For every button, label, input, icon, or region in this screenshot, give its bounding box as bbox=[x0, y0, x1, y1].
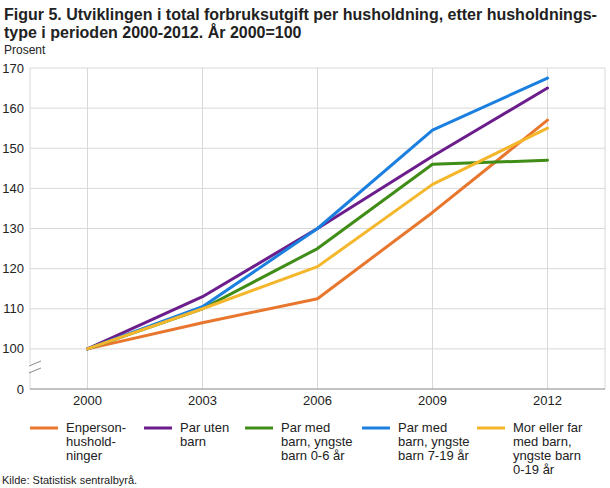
y-break-label: 0 bbox=[17, 382, 24, 397]
grid-line bbox=[202, 68, 203, 389]
legend-label: Par medbarn, yngstebarn 7-19 år bbox=[398, 420, 470, 463]
grid-line bbox=[432, 68, 433, 389]
y-tick-label: 140 bbox=[2, 181, 24, 196]
x-tick-label: 2000 bbox=[73, 393, 102, 408]
legend-swatch bbox=[477, 427, 505, 430]
series-line bbox=[88, 160, 548, 349]
axis-line bbox=[30, 68, 31, 389]
legend-label: Enperson-hushold-ninger bbox=[66, 420, 126, 463]
series-line bbox=[88, 88, 548, 349]
legend-label-line: Enperson- bbox=[66, 420, 126, 435]
legend-label-line: 0-19 år bbox=[513, 462, 555, 477]
y-axis-label: Prosent bbox=[4, 43, 46, 57]
x-tick-label: 2012 bbox=[533, 393, 562, 408]
y-tick-label: 110 bbox=[3, 301, 24, 316]
y-tick-label: 160 bbox=[2, 101, 24, 116]
legend-swatch bbox=[144, 427, 172, 430]
legend-label-line: Mor eller far bbox=[513, 420, 583, 435]
plot-area bbox=[88, 78, 548, 349]
legend-label-line: Par med bbox=[281, 420, 330, 435]
legend-label-line: med barn, bbox=[513, 434, 572, 449]
legend-label-line: Par med bbox=[398, 420, 447, 435]
legend-label-line: ninger bbox=[66, 448, 103, 463]
series-line bbox=[88, 78, 548, 349]
legend-label: Par medbarn, yngstebarn 0-6 år bbox=[281, 420, 353, 463]
legend-swatch bbox=[362, 427, 390, 430]
x-tick-label: 2006 bbox=[303, 393, 332, 408]
axis-break bbox=[29, 368, 41, 373]
grid-line bbox=[87, 68, 88, 389]
legend-label: Par utenbarn bbox=[180, 420, 229, 449]
legend-label-line: barn bbox=[180, 434, 206, 449]
y-tick-label: 100 bbox=[2, 341, 24, 356]
x-tick-label: 2009 bbox=[418, 393, 447, 408]
legend-label-line: hushold- bbox=[66, 434, 116, 449]
chart: Figur 5. Utviklingen i total forbruksutg… bbox=[0, 0, 610, 488]
y-tick-label: 120 bbox=[2, 261, 24, 276]
legend-label-line: barn, yngste bbox=[281, 434, 353, 449]
series-line bbox=[88, 128, 548, 349]
source: Kilde: Statistisk sentralbyrå. bbox=[2, 474, 137, 486]
axis-break bbox=[29, 361, 41, 366]
title: Figur 5. Utviklingen i total forbruksutg… bbox=[4, 6, 597, 41]
legend-label-line: yngste barn bbox=[513, 448, 581, 463]
legend-label-line: Par uten bbox=[180, 420, 229, 435]
y-tick-label: 150 bbox=[2, 141, 24, 156]
legend-label-line: barn, yngste bbox=[398, 434, 470, 449]
series-line bbox=[88, 120, 548, 349]
x-axis-line bbox=[30, 389, 605, 390]
grid-line bbox=[547, 68, 548, 389]
legend-swatch bbox=[30, 427, 58, 430]
y-tick-label: 170 bbox=[2, 61, 24, 76]
title-line: Figur 5. Utviklingen i total forbruksutg… bbox=[4, 6, 597, 23]
x-tick-label: 2003 bbox=[188, 393, 217, 408]
legend-label-line: barn 7-19 år bbox=[398, 448, 469, 463]
legend-label: Mor eller farmed barn,yngste barn0-19 år bbox=[513, 420, 583, 477]
legend-swatch bbox=[245, 427, 273, 430]
y-tick-label: 130 bbox=[2, 221, 24, 236]
legend-label-line: barn 0-6 år bbox=[281, 448, 345, 463]
title-line: type i perioden 2000-2012. År 2000=100 bbox=[4, 23, 302, 41]
axis-line bbox=[605, 68, 606, 389]
